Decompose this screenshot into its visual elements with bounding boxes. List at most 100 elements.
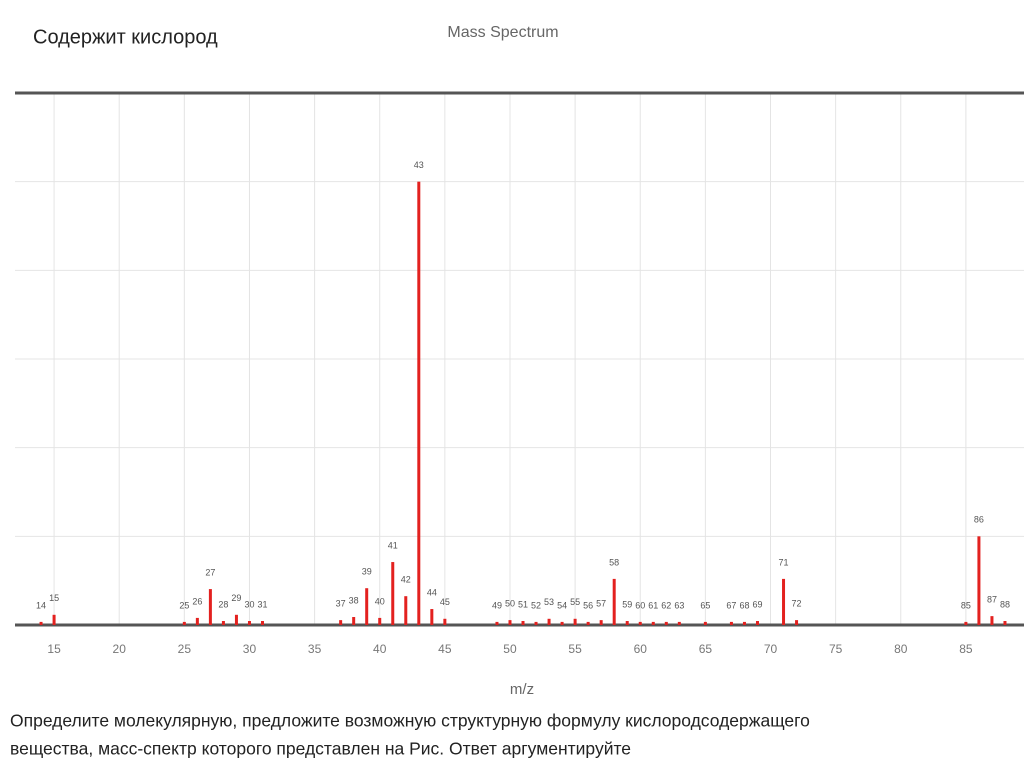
bar (586, 621, 590, 625)
data-label: 27 (205, 567, 215, 577)
x-axis-label: m/z (510, 681, 534, 698)
data-label: 40 (375, 596, 385, 606)
data-label: 62 (661, 600, 671, 610)
data-label: 30 (244, 599, 254, 609)
bar (352, 617, 356, 625)
data-label: 37 (336, 598, 346, 608)
bar (260, 621, 264, 625)
bar (508, 620, 512, 625)
x-tick-label: 60 (634, 642, 648, 656)
x-tick-label: 80 (894, 642, 908, 656)
data-label: 58 (609, 557, 619, 567)
data-label: 15 (49, 593, 59, 603)
bar (247, 621, 251, 625)
data-label: 60 (635, 600, 645, 610)
data-label: 63 (674, 600, 684, 610)
data-label: 39 (362, 567, 372, 577)
bar (651, 621, 655, 625)
bar (521, 621, 525, 625)
bar (599, 620, 603, 625)
bar (1003, 621, 1007, 625)
bar (430, 609, 434, 625)
data-label: 42 (401, 575, 411, 585)
bar (365, 588, 369, 625)
data-label: 31 (257, 599, 267, 609)
data-label: 65 (700, 600, 710, 610)
bar (729, 621, 733, 625)
bar (560, 621, 564, 625)
data-label: 61 (648, 600, 658, 610)
data-label: 53 (544, 597, 554, 607)
data-label: 43 (414, 160, 424, 170)
data-label: 49 (492, 600, 502, 610)
data-label: 72 (792, 598, 802, 608)
bar (391, 562, 395, 625)
data-label: 85 (961, 600, 971, 610)
data-label: 86 (974, 515, 984, 525)
bar (547, 618, 551, 625)
data-label: 38 (349, 595, 359, 605)
x-tick-label: 30 (243, 642, 257, 656)
data-label: 67 (726, 600, 736, 610)
bar (964, 621, 968, 625)
bar (52, 614, 56, 625)
data-label: 88 (1000, 599, 1010, 609)
bar (742, 621, 746, 625)
bar (703, 621, 707, 625)
bar (677, 621, 681, 625)
bar (795, 620, 799, 625)
bar (612, 578, 616, 625)
bar (417, 181, 421, 625)
bar (378, 617, 382, 625)
data-label: 28 (218, 599, 228, 609)
data-label: 26 (192, 596, 202, 606)
bar (664, 621, 668, 625)
x-tick-label: 40 (373, 642, 387, 656)
x-tick-label: 20 (113, 642, 127, 656)
data-label: 57 (596, 598, 606, 608)
chart-title: Mass Spectrum (447, 24, 558, 41)
data-label: 50 (505, 598, 515, 608)
question-line: Определите молекулярную, предложите возм… (10, 711, 810, 731)
bar (182, 621, 186, 625)
bar (195, 617, 199, 625)
data-label: 87 (987, 595, 997, 605)
data-label: 52 (531, 600, 541, 610)
data-label: 41 (388, 540, 398, 550)
x-tick-label: 15 (47, 642, 61, 656)
bar (495, 621, 499, 625)
bar (990, 616, 994, 625)
bar (208, 589, 212, 625)
data-label: 51 (518, 599, 528, 609)
x-tick-label: 50 (503, 642, 517, 656)
bar (234, 614, 238, 625)
x-tick-label: 75 (829, 642, 843, 656)
data-label: 55 (570, 597, 580, 607)
data-label: 25 (179, 600, 189, 610)
x-tick-label: 35 (308, 642, 322, 656)
x-tick-label: 65 (699, 642, 713, 656)
bar (221, 621, 225, 625)
bar (977, 536, 981, 625)
x-tick-label: 70 (764, 642, 778, 656)
bar (573, 618, 577, 625)
bar (39, 621, 43, 625)
bar (755, 621, 759, 625)
x-tick-label: 85 (959, 642, 973, 656)
bar (782, 578, 786, 625)
data-label: 69 (752, 599, 762, 609)
data-label: 68 (739, 600, 749, 610)
x-tick-label: 55 (568, 642, 582, 656)
data-label: 29 (231, 593, 241, 603)
question-line: вещества, масс-спектр которого представл… (10, 739, 631, 759)
slide-heading: Содержит кислород (33, 26, 218, 48)
x-tick-label: 25 (178, 642, 192, 656)
bar (339, 620, 343, 625)
data-label: 44 (427, 587, 437, 597)
data-label: 45 (440, 597, 450, 607)
bar (625, 621, 629, 625)
bar (534, 621, 538, 625)
data-label: 14 (36, 600, 46, 610)
data-label: 54 (557, 600, 567, 610)
